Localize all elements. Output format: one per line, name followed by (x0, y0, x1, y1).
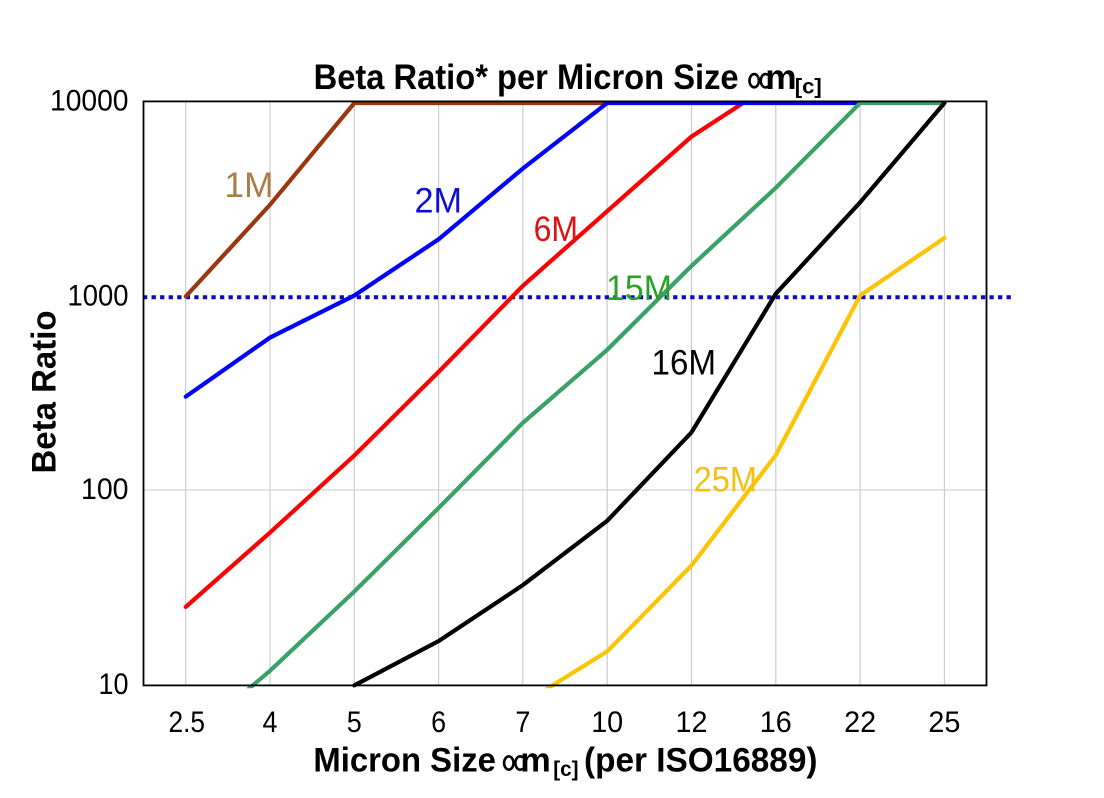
svg-text:6: 6 (431, 706, 446, 739)
svg-text:4: 4 (263, 706, 278, 739)
svg-text:7: 7 (515, 706, 530, 739)
svg-text:15M: 15M (606, 268, 672, 308)
svg-text:Beta Ratio: Beta Ratio (26, 311, 64, 474)
svg-text:[c]: [c] (795, 76, 822, 99)
svg-text:10000: 10000 (50, 84, 129, 117)
svg-text:22: 22 (844, 706, 876, 739)
svg-text:16: 16 (760, 706, 792, 739)
svg-text:1000: 1000 (68, 279, 129, 312)
svg-text:16M: 16M (652, 342, 717, 382)
svg-text:6M: 6M (534, 209, 579, 249)
svg-text:(per ISO16889): (per ISO16889) (584, 741, 818, 779)
svg-text:12: 12 (676, 706, 708, 739)
svg-text:10: 10 (591, 706, 623, 739)
svg-text:25: 25 (928, 706, 960, 739)
svg-text:5: 5 (347, 706, 362, 739)
svg-text:m: m (520, 741, 551, 779)
svg-text:Beta Ratio* per Micron Size: Beta Ratio* per Micron Size (314, 57, 739, 97)
svg-text:m: m (765, 57, 796, 97)
svg-text:1M: 1M (225, 165, 274, 205)
svg-text:[c]: [c] (553, 758, 578, 781)
svg-text:2.5: 2.5 (169, 706, 206, 739)
svg-text:10: 10 (99, 668, 129, 701)
svg-text:Micron Size: Micron Size (313, 741, 496, 779)
svg-text:25M: 25M (694, 459, 758, 499)
svg-text:100: 100 (81, 473, 129, 506)
svg-text:2M: 2M (415, 180, 463, 220)
